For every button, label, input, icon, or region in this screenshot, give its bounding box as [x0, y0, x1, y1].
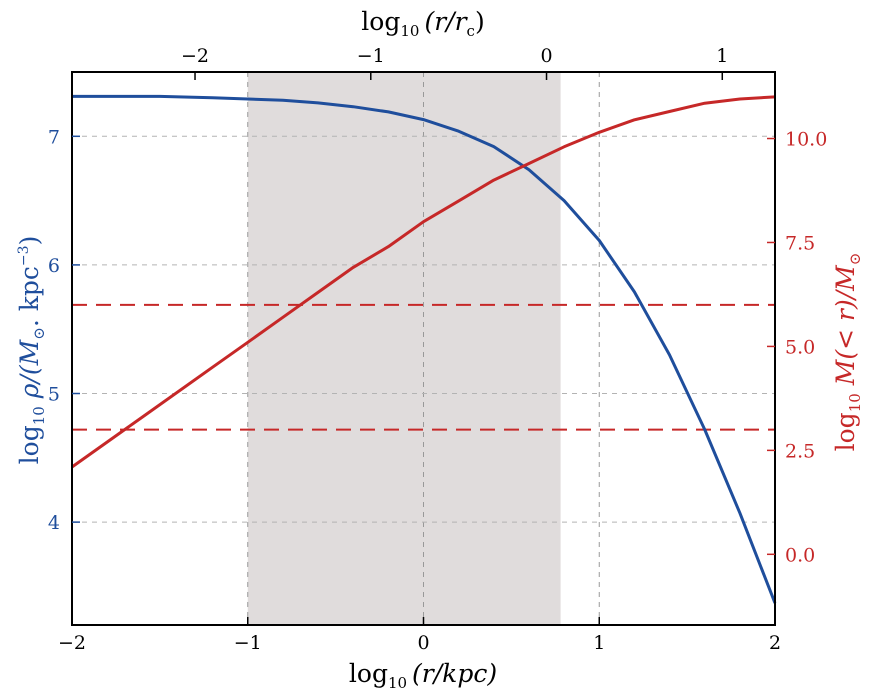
- x-axis-label-top: log10 (r/rc): [361, 7, 484, 40]
- y-left-label-sub: 10: [30, 406, 48, 425]
- series-line-left: [72, 94, 777, 604]
- x-top-label-sub: 10: [400, 22, 419, 40]
- tick-layer: −2 −1 0 1 2 −2 −1 0 1 4 5 6 7 0.0 2.5 5.0 7.5 10.0: [48, 45, 827, 654]
- y-right-label-sub: 10: [846, 393, 864, 412]
- y-left-label-tail: ): [15, 236, 44, 246]
- x-top-tick-label-1: −1: [357, 45, 385, 67]
- y-right-label-expr: M(< r)/M: [831, 264, 860, 386]
- y-left-tick-label-2: 6: [48, 255, 60, 277]
- x-bottom-label-expr: (r/kpc): [412, 659, 497, 688]
- y-right-tick-label-1: 2.5: [785, 440, 815, 462]
- y-right-tick-label-4: 10.0: [785, 129, 827, 151]
- y-axis-label-right: log10 M(< r)/M⊙: [831, 253, 864, 452]
- y-axis-label-left: log10 ρ/(M⊙. kpc−3): [15, 236, 48, 465]
- y-left-label-prefix: log: [15, 425, 44, 464]
- x-bottom-tick-label-1: −1: [234, 632, 262, 654]
- x-top-label-expr: (r/r: [424, 7, 468, 36]
- y-left-label-sup: −3: [16, 245, 32, 266]
- y-right-tick-label-3: 7.5: [785, 232, 815, 254]
- y-right-label-prefix: log: [831, 412, 860, 451]
- x-bottom-label-prefix: log: [349, 659, 388, 688]
- y-right-tick-label-0: 0.0: [785, 544, 815, 566]
- x-bottom-tick-label-4: 2: [769, 632, 781, 654]
- y-left-tick-label-3: 7: [48, 126, 60, 148]
- series-line-right: [71, 95, 776, 469]
- y-left-label-mid: . kpc: [15, 266, 44, 327]
- y-left-tick-label-0: 4: [48, 512, 60, 534]
- y-right-label-sun: ⊙: [846, 253, 864, 266]
- x-top-tick-label-0: −2: [181, 45, 209, 67]
- x-top-label-expr-sub: c: [467, 22, 475, 40]
- gridline-layer: [72, 72, 775, 625]
- x-top-label-prefix: log: [361, 7, 400, 36]
- y-right-tick-label-2: 5.0: [785, 336, 815, 358]
- x-bottom-tick-label-3: 1: [593, 632, 605, 654]
- x-axis-label-bottom: log10 (r/kpc): [349, 659, 497, 690]
- x-bottom-tick-label-2: 0: [417, 632, 429, 654]
- x-bottom-label-sub: 10: [388, 674, 407, 690]
- y-left-label-expr: ρ/(M: [15, 338, 44, 399]
- y-left-tick-label-1: 5: [48, 384, 60, 406]
- x-top-label-tail: ): [475, 7, 485, 36]
- x-top-tick-label-2: 0: [540, 45, 552, 67]
- reference-line-layer: [72, 303, 775, 431]
- y-left-label-sun: ⊙: [30, 327, 48, 340]
- x-bottom-tick-label-0: −2: [58, 632, 86, 654]
- shaded-region-layer: [247, 72, 561, 625]
- series-layer: [71, 94, 777, 604]
- shaded-region: [247, 72, 561, 625]
- x-top-tick-label-3: 1: [716, 45, 728, 67]
